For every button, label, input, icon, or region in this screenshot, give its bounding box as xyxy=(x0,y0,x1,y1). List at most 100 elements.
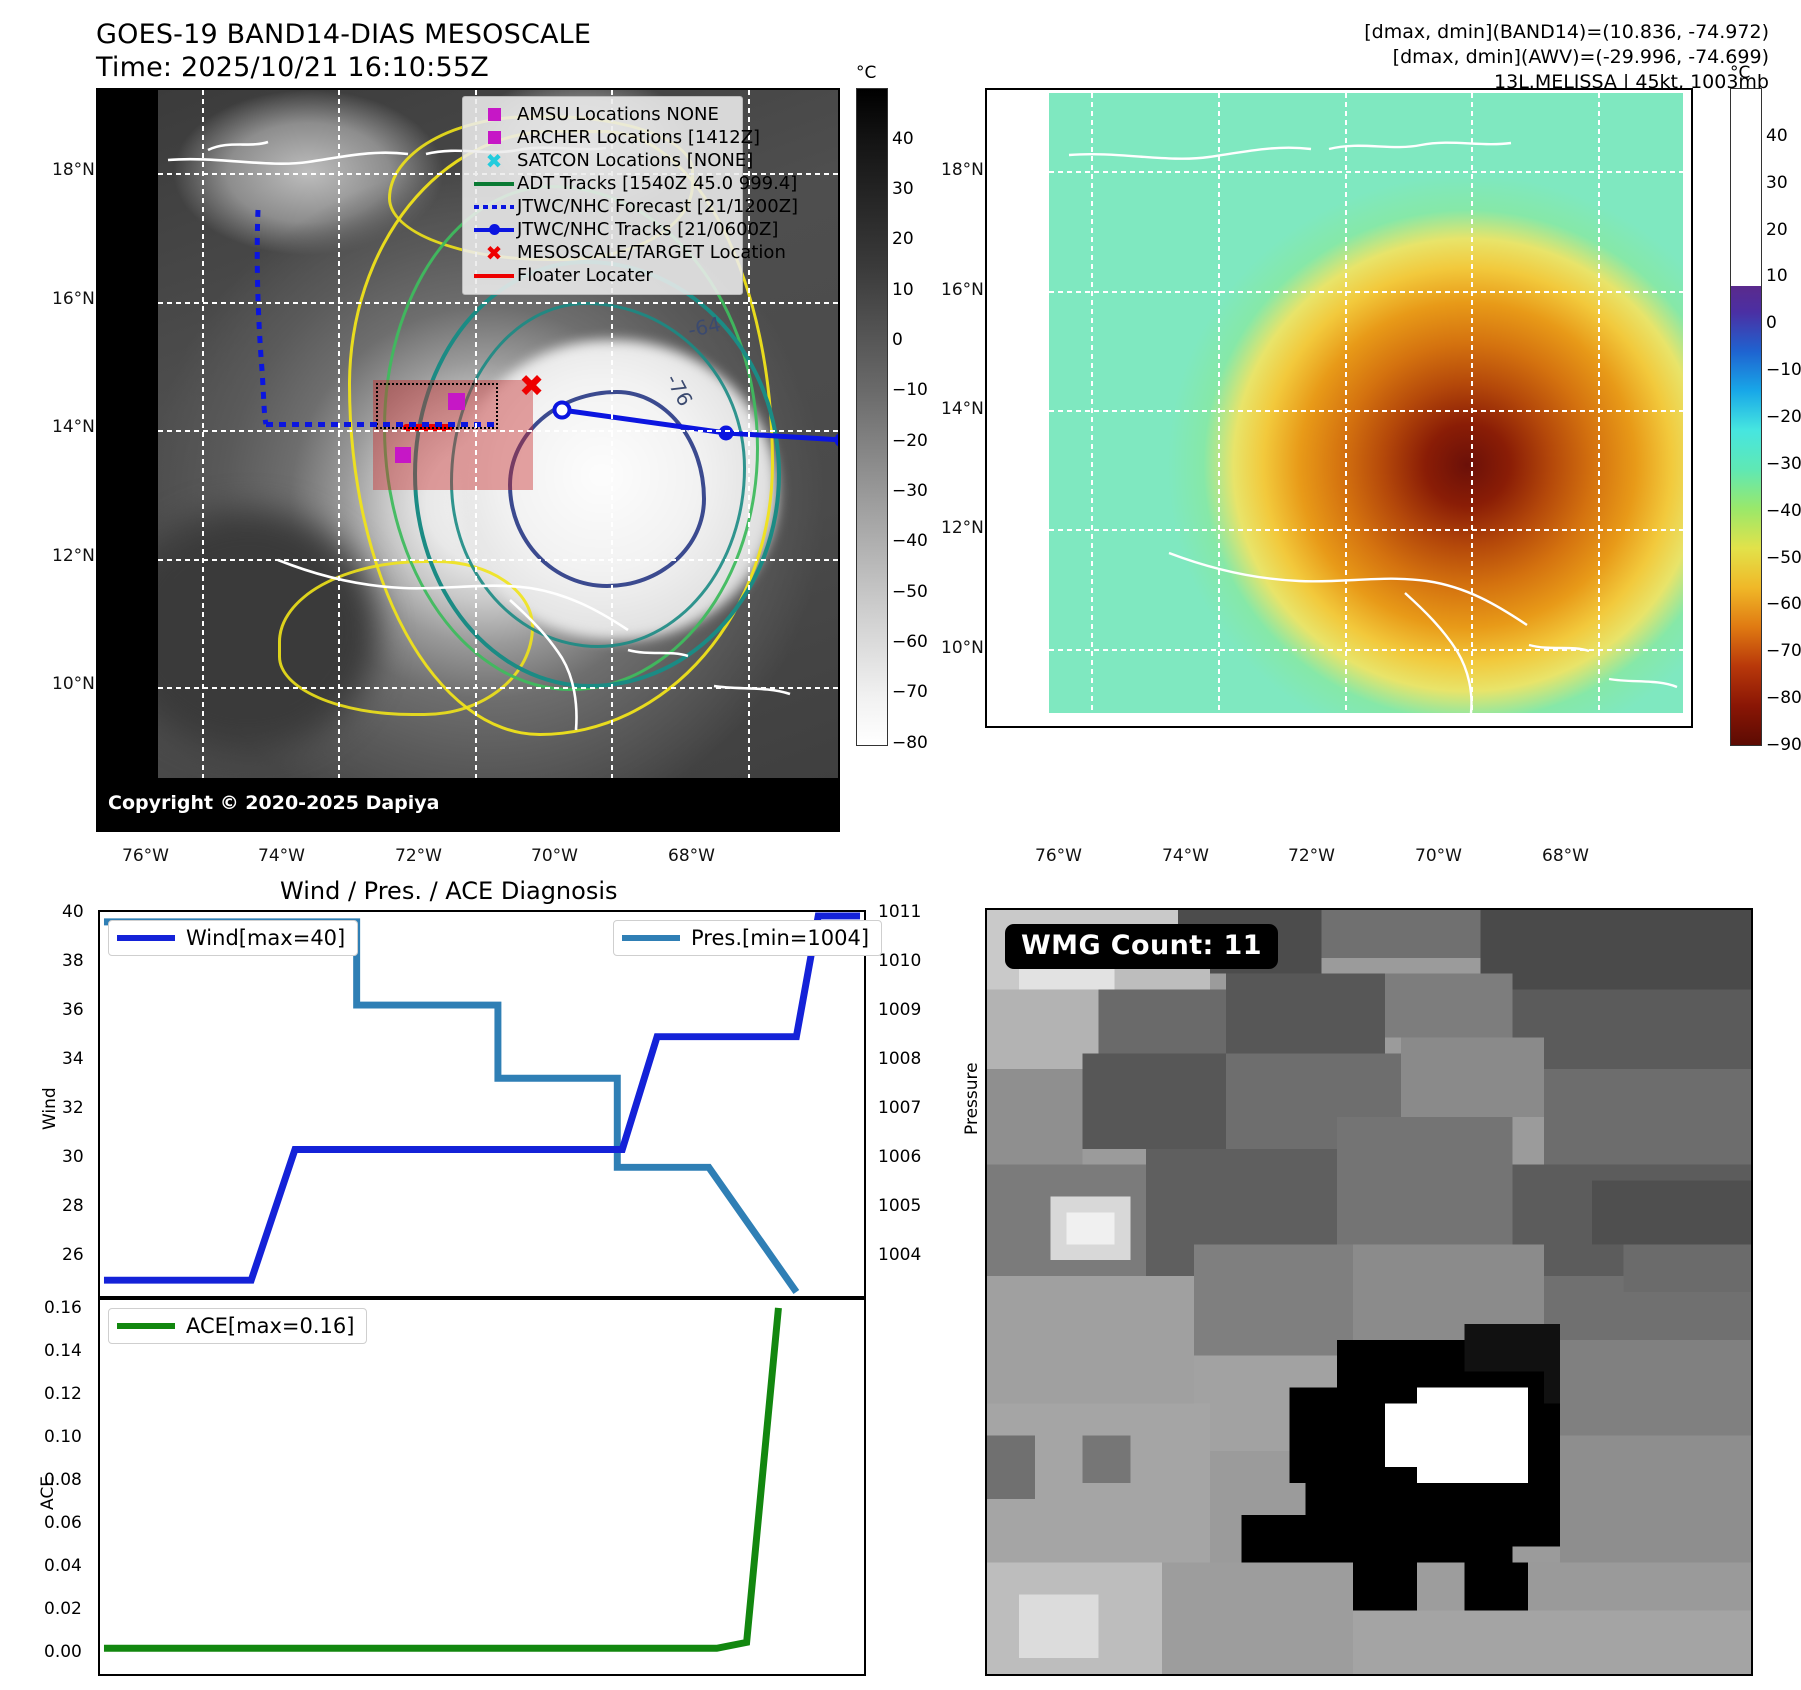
awv-cb-tick: 30 xyxy=(1766,173,1788,193)
pressure-legend-swatch xyxy=(622,935,680,941)
gridline-lat-14 xyxy=(158,430,838,432)
awv-coastline-overlay xyxy=(1068,141,1678,713)
wind-ytick: 40 xyxy=(62,902,84,922)
legend-item-satcon-locations[interactable]: ✖ SATCON Locations [NONE] xyxy=(471,148,754,173)
wind-ytick: 36 xyxy=(62,1000,84,1020)
awv-gridline-lat-10 xyxy=(1049,649,1683,651)
wmg-count-badge: WMG Count: 11 xyxy=(1005,924,1278,969)
legend-label: JTWC/NHC Tracks [21/0600Z] xyxy=(517,219,779,240)
wind-axis-label: Wind xyxy=(40,1087,60,1130)
awv-gridline-lat-16 xyxy=(1049,291,1683,293)
awv-cb-tick: −80 xyxy=(1766,688,1801,708)
legend-item-archer-locations[interactable]: ARCHER Locations [1412Z] xyxy=(471,126,760,149)
legend-item-jtwc-nhc-tracks[interactable]: JTWC/NHC Tracks [21/0600Z] xyxy=(471,218,778,241)
awv-lon-tick-72: 72°W xyxy=(1288,846,1335,866)
gridline-lon-68 xyxy=(748,90,750,778)
gridline-lon-74 xyxy=(338,90,340,778)
legend-item-floater-locater[interactable]: Floater Locater xyxy=(471,264,732,287)
mesoscale-box xyxy=(376,383,498,429)
jtwc-forecast-track-curve xyxy=(254,209,269,425)
legend-item-jtwc-nhc-forecast[interactable]: JTWC/NHC Forecast [21/1200Z] xyxy=(471,195,798,218)
ir-lat-tick-14: 14°N xyxy=(52,417,95,437)
wmg-map-panel[interactable]: WMG Count: 11 xyxy=(985,908,1753,1676)
ace-ytick: 0.10 xyxy=(44,1427,82,1447)
ace-ytick: 0.12 xyxy=(44,1384,82,1404)
page-title: GOES-19 BAND14-DIAS MESOSCALE xyxy=(96,19,592,50)
pressure-legend-label: Pres.[min=1004] xyxy=(691,926,870,950)
ir-colorbar xyxy=(856,88,888,746)
ace-ytick: 0.06 xyxy=(44,1513,82,1533)
ir-lon-tick-70: 70°W xyxy=(531,846,578,866)
awv-cb-tick: 40 xyxy=(1766,126,1788,146)
pressure-series-line xyxy=(103,918,800,1295)
ace-ytick: 0.00 xyxy=(44,1642,82,1662)
legend-label: ADT Tracks [1540Z 45.0 999.4] xyxy=(517,173,798,194)
awv-gridline-lon-72 xyxy=(1345,93,1347,713)
archer-location-marker[interactable] xyxy=(448,393,465,410)
awv-gridline-lon-68 xyxy=(1598,93,1600,713)
page-timestamp: Time: 2025/10/21 16:10:55Z xyxy=(96,52,489,83)
awv-lon-tick-76: 76°W xyxy=(1035,846,1082,866)
pressure-axis-label: Pressure xyxy=(962,1062,982,1135)
ace-ytick: 0.04 xyxy=(44,1556,82,1576)
wind-pressure-chart[interactable] xyxy=(98,910,866,1298)
legend-label: MESOSCALE/TARGET Location xyxy=(517,242,786,263)
awv-lat-tick-18: 18°N xyxy=(941,160,984,180)
archer-location-marker-2[interactable] xyxy=(395,447,411,463)
stats-awv: [dmax, dmin](AWV)=(-29.996, -74.699) xyxy=(1392,46,1769,68)
dotted-line-icon xyxy=(471,204,517,209)
ir-cb-tick: −50 xyxy=(892,582,928,602)
x-icon: ✖ xyxy=(485,148,503,173)
wind-ytick: 32 xyxy=(62,1098,84,1118)
ir-cb-tick: −60 xyxy=(892,632,928,652)
pressure-series-legend[interactable]: Pres.[min=1004] xyxy=(613,920,883,956)
ir-satellite-map[interactable]: ✖ -64 -76 Copyright © 2020-2025 Dapiya A… xyxy=(96,88,840,832)
awv-lon-tick-70: 70°W xyxy=(1415,846,1462,866)
legend-label: SATCON Locations [NONE] xyxy=(517,150,754,171)
ace-legend-label: ACE[max=0.16] xyxy=(186,1314,355,1338)
wind-ytick: 38 xyxy=(62,951,84,971)
pressure-ytick: 1004 xyxy=(878,1245,922,1265)
ace-ytick: 0.16 xyxy=(44,1298,82,1318)
stats-band14: [dmax, dmin](BAND14)=(10.836, -74.972) xyxy=(1364,21,1769,43)
wind-ytick: 28 xyxy=(62,1196,84,1216)
contour-minus76 xyxy=(508,390,706,588)
awv-colorbar-title: °C xyxy=(1730,63,1751,83)
square-icon xyxy=(471,108,517,121)
wind-series-legend[interactable]: Wind[max=40] xyxy=(108,920,359,956)
legend-label: ARCHER Locations [1412Z] xyxy=(517,127,761,148)
ace-series-line xyxy=(103,1307,782,1652)
mesoscale-target-marker[interactable]: ✖ xyxy=(519,369,545,404)
gridline-lon-76 xyxy=(202,90,204,778)
square-icon xyxy=(471,131,517,144)
legend-label: JTWC/NHC Forecast [21/1200Z] xyxy=(517,196,799,217)
ir-lon-tick-74: 74°W xyxy=(258,846,305,866)
ir-lat-tick-10: 10°N xyxy=(52,674,95,694)
awv-cb-tick: −40 xyxy=(1766,501,1801,521)
pressure-ytick: 1009 xyxy=(878,1000,922,1020)
legend-item-mesoscale-target-location[interactable]: ✖ MESOSCALE/TARGET Location xyxy=(471,241,786,264)
awv-lon-tick-68: 68°W xyxy=(1542,846,1589,866)
awv-cb-tick: 20 xyxy=(1766,220,1788,240)
ir-cb-tick: 20 xyxy=(892,229,914,249)
line-with-dot-icon xyxy=(471,223,517,235)
ace-axis-label: ACE xyxy=(38,1476,58,1510)
gridline-lat-12 xyxy=(158,559,838,561)
line-icon xyxy=(471,181,517,186)
legend-item-adt-tracks[interactable]: ADT Tracks [1540Z 45.0 999.4] xyxy=(471,172,797,195)
map-legend[interactable]: AMSU Locations NONE ARCHER Locations [14… xyxy=(462,96,798,295)
ace-series-legend[interactable]: ACE[max=0.16] xyxy=(108,1308,368,1344)
wind-legend-label: Wind[max=40] xyxy=(186,926,346,950)
ir-cb-tick: 40 xyxy=(892,129,914,149)
ir-cb-tick: −40 xyxy=(892,531,928,551)
wind-pressure-plot-area xyxy=(103,912,861,1295)
awv-cb-tick: 0 xyxy=(1766,313,1777,333)
awv-satellite-map[interactable] xyxy=(985,88,1693,728)
legend-item-amsu-locations[interactable]: AMSU Locations NONE xyxy=(471,103,732,126)
ace-chart[interactable] xyxy=(98,1298,866,1676)
ir-cb-tick: 10 xyxy=(892,280,914,300)
ir-lon-tick-68: 68°W xyxy=(668,846,715,866)
ir-lon-tick-76: 76°W xyxy=(122,846,169,866)
awv-lat-tick-16: 16°N xyxy=(941,280,984,300)
awv-gridline-lat-14 xyxy=(1049,410,1683,412)
